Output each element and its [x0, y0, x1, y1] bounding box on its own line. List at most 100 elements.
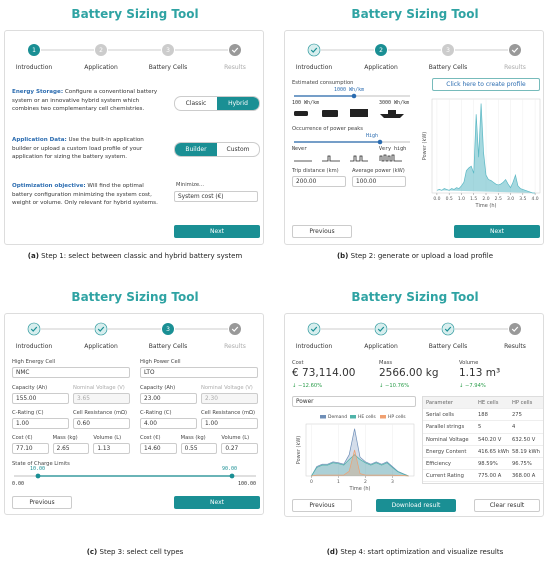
peak-icons [294, 154, 402, 162]
slider[interactable] [292, 93, 412, 99]
table-header: HE cells [475, 397, 509, 410]
option[interactable]: Classic [185, 100, 207, 107]
next-button[interactable]: Next [174, 225, 260, 238]
section-label: Optimization objective: [12, 183, 86, 189]
step-label: Introduction [16, 64, 53, 71]
input[interactable]: 77.10 [12, 443, 49, 454]
select[interactable]: System cost (€) [174, 191, 258, 202]
step-circle [307, 322, 321, 336]
step-number: 2 [99, 47, 103, 54]
slider-value: High [366, 133, 379, 139]
load-profile-chart: 0.0 0.5 1.0 1.5 2.0 2.5 3.0 3.5 4.0 Time (h) Power… [422, 98, 541, 209]
previous-button[interactable]: Previous [12, 496, 72, 509]
step-circle [95, 44, 107, 56]
caption-text: Step 3: select cell types [99, 548, 184, 556]
section-text: Use the built-in application builder or … [12, 137, 144, 160]
section-label: Energy Storage: [12, 89, 64, 95]
soc-slider[interactable] [12, 473, 258, 479]
previous-button[interactable]: Previous [292, 499, 352, 512]
x-tick-label: 1 [337, 479, 340, 485]
next-button[interactable]: Next [174, 496, 260, 509]
check-icon [231, 47, 239, 53]
select[interactable]: Power [292, 396, 416, 407]
table-cell: Efficiency [423, 458, 475, 471]
next-button[interactable]: Next [454, 225, 540, 238]
result-table: Parameter HE cells HP cells Serial cells 188… [422, 396, 544, 484]
card [4, 30, 264, 245]
table-cell: 4 [509, 421, 543, 434]
table-header: Parameter [423, 397, 475, 410]
option[interactable]: Custom [226, 146, 250, 153]
input[interactable]: 0.55 [180, 443, 218, 454]
select[interactable]: LTO [140, 367, 258, 378]
step-label: Application [364, 64, 398, 71]
slider[interactable] [292, 139, 412, 145]
table-cell: 96.75% [509, 458, 543, 471]
select[interactable]: NMC [12, 367, 130, 378]
soc-max: 100.00 [238, 481, 257, 487]
section: Optimization objective: Will find the op… [12, 182, 164, 208]
field-label: Capacity (Ah) [12, 385, 48, 391]
table-cell: 775.00 A [475, 470, 509, 483]
label: Occurrence of power peaks [292, 126, 364, 132]
toggle: Classic Hybrid [174, 96, 260, 111]
input[interactable]: 1.13 [93, 443, 130, 454]
metric-change: ↓ −10.76% [379, 383, 410, 389]
power-chart: 0 1 2 3 Time (h) Power (kW) Demand HE cells HP c… [296, 414, 415, 492]
series-line [311, 449, 409, 477]
input[interactable]: 2.65 [52, 443, 90, 454]
slider-value: 1000 Wh/km [334, 87, 365, 93]
input[interactable]: 0.27 [221, 443, 258, 454]
step-number: 3 [446, 47, 450, 54]
step-label: Introduction [16, 343, 53, 350]
select-label: Minimize... [176, 182, 205, 188]
clear-button[interactable]: Clear result [474, 499, 540, 512]
table-cell: 58.19 kWh [509, 446, 543, 458]
metric-value: € 73,114.00 [292, 367, 356, 379]
check-icon [511, 326, 519, 332]
caption: (c) Step 3: select cell types [4, 548, 266, 556]
download-button[interactable]: Download result [376, 499, 456, 512]
input[interactable]: 14.60 [140, 443, 177, 454]
option[interactable]: Builder [175, 143, 217, 156]
previous-button[interactable]: Previous [292, 225, 352, 238]
app-title: Battery Sizing Tool [351, 290, 479, 304]
x-tick-label: 0 [310, 479, 313, 485]
input[interactable]: 1.00 [12, 418, 69, 429]
table-cell: 632.50 V [509, 434, 543, 446]
slider-min: Never [292, 146, 308, 152]
metric-value: 1.13 m³ [459, 367, 501, 379]
soc-min: 0.00 [12, 481, 25, 487]
input[interactable]: 0.60 [73, 418, 130, 429]
option[interactable]: Hybrid [217, 97, 259, 110]
soc-high: 90.00 [222, 466, 238, 472]
slider-max: Very high [379, 146, 407, 152]
caption-tag: (d) [326, 548, 339, 556]
profile-button[interactable]: Click here to create profile [432, 78, 540, 91]
toggle: Builder Custom [174, 142, 260, 157]
table-cell: Current Rating [423, 470, 475, 483]
field-label: Cost (€) [140, 435, 161, 441]
caption-text: Step 2: generate or upload a load profil… [350, 252, 494, 260]
table-cell: 98.59% [475, 458, 509, 471]
soc-low: 10.00 [30, 466, 46, 472]
input[interactable]: 23.00 [140, 393, 197, 404]
step-label: Battery Cells [149, 64, 187, 71]
table-cell: 188 [475, 409, 509, 422]
check-icon [511, 47, 519, 53]
app-title: Battery Sizing Tool [71, 7, 199, 21]
field-label: Cell Resistance (mΩ) [201, 410, 256, 416]
input[interactable]: 155.00 [12, 393, 69, 404]
input[interactable]: 4.00 [140, 418, 197, 429]
panel-step1: Battery Sizing Tool 1 Introduction 2 Applic… [4, 0, 266, 280]
step-circle [28, 44, 40, 56]
x-tick-label: 2.0 [482, 196, 489, 202]
label: Trip distance (km) [292, 168, 339, 174]
table-cell: Nominal Voltage [423, 434, 475, 446]
input[interactable]: 200.00 [292, 176, 346, 187]
input[interactable]: 1.00 [201, 418, 258, 429]
check-icon [377, 326, 385, 332]
caption-tag: (c) [86, 548, 98, 556]
step-label: Battery Cells [429, 343, 467, 350]
input[interactable]: 100.00 [352, 176, 406, 187]
